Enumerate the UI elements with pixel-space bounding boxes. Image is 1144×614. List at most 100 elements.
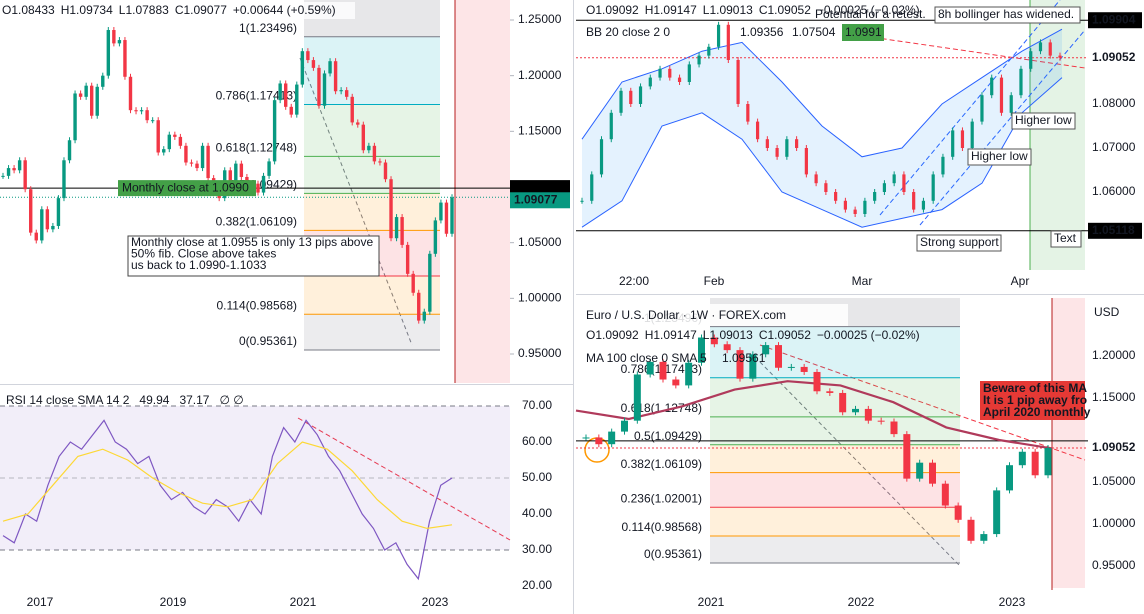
price-tag	[510, 180, 570, 197]
x-tick-label: Feb	[704, 274, 725, 288]
currency-label: USD	[1094, 305, 1120, 319]
candle	[339, 90, 343, 92]
candle	[6, 168, 11, 176]
channel-line	[919, 29, 1086, 226]
candle	[112, 30, 116, 44]
price-tag-label: 1.09077	[514, 192, 558, 206]
ohlc-value: L1.07883	[119, 3, 169, 17]
candle	[687, 64, 691, 82]
candle	[195, 163, 199, 169]
candle	[95, 86, 99, 116]
fib-zone	[304, 104, 440, 157]
y-tick-label: 1.25000	[518, 12, 562, 26]
indicator-value: 1.0991	[845, 25, 882, 39]
candle	[173, 134, 177, 137]
y-tick-label: 0.95000	[518, 346, 562, 360]
candle	[804, 148, 808, 175]
candle	[951, 130, 955, 157]
candle	[824, 183, 828, 192]
fib-zone	[710, 416, 960, 445]
y-tick-label: 0.95000	[1092, 558, 1136, 572]
indicator-value: 1.09356	[740, 25, 784, 39]
candle	[646, 361, 654, 375]
candle	[101, 75, 105, 87]
annotation: April 2020 monthly	[983, 405, 1091, 419]
annotation: Monthly close at 1.0990	[122, 180, 249, 194]
candle	[762, 345, 770, 355]
candle	[582, 437, 590, 439]
candle	[1031, 451, 1039, 476]
price-tag	[1087, 49, 1143, 67]
candle	[736, 60, 740, 104]
fib-label: 0.114(0.98568)	[216, 298, 297, 312]
candle	[902, 174, 906, 192]
header-bg	[0, 2, 355, 19]
candle	[200, 145, 205, 169]
candle	[1058, 55, 1062, 58]
candle	[378, 161, 382, 163]
candle	[590, 174, 594, 201]
annotation: It is 1 pip away fro	[983, 393, 1087, 407]
candle	[629, 90, 633, 104]
candle	[234, 163, 238, 185]
price-tag	[1088, 12, 1142, 29]
note-box	[1050, 230, 1082, 248]
fib-label: 0(0.95361)	[644, 547, 702, 561]
candle	[668, 68, 672, 78]
candle	[256, 183, 260, 193]
candle	[29, 189, 33, 233]
x-tick-label: 2023	[422, 595, 449, 609]
candle	[749, 354, 757, 379]
ohlc-value: L1.09013	[703, 3, 753, 17]
note-box	[967, 148, 1032, 166]
y-tick-label: 1.15000	[1092, 390, 1136, 404]
indicator-value: 1.07504	[792, 25, 836, 39]
fib-label: 0.236(1.02001)	[621, 491, 702, 505]
y-tick-label: 70.00	[522, 398, 552, 412]
candle	[746, 104, 750, 122]
candle	[787, 366, 795, 368]
fib-zone	[304, 156, 440, 194]
candle	[775, 345, 782, 368]
note-box	[916, 234, 1002, 252]
candle	[17, 160, 22, 171]
fib-label: 0.382(1.06109)	[216, 214, 297, 228]
bb-lower	[581, 77, 1063, 228]
candle	[580, 200, 584, 202]
x-tick-label: 22:00	[619, 274, 649, 288]
fib-label: 0.382(1.06109)	[621, 457, 702, 471]
candle	[990, 77, 994, 96]
candle	[272, 100, 277, 162]
candle	[912, 192, 916, 210]
candle	[736, 350, 744, 379]
indicator-tag	[842, 24, 884, 41]
candle	[150, 120, 155, 122]
candle	[698, 337, 705, 363]
candle	[863, 200, 867, 214]
fib-label: 0.5(1.09429)	[634, 429, 702, 443]
ohlc-value: −0.00025 (−0.02%)	[817, 328, 920, 342]
y-tick-label: 1.00000	[518, 291, 562, 305]
candle	[89, 85, 94, 116]
candle	[389, 179, 393, 239]
ohlc-value: −0.00025 (−0.02%)	[817, 3, 920, 17]
y-tick-label: 1.20000	[1092, 348, 1136, 362]
ohlc-value: C1.09077	[175, 3, 227, 17]
candle	[333, 61, 338, 92]
candle	[383, 162, 388, 180]
indicator-label: ∅ ∅	[219, 393, 243, 407]
candle	[795, 139, 799, 148]
candle	[300, 51, 305, 85]
candle	[394, 217, 399, 239]
candle	[916, 462, 924, 479]
highlight-zone	[455, 0, 510, 383]
indicator-label: MA 100 close 0 SMA 5	[586, 351, 707, 365]
price-tag	[1088, 439, 1142, 456]
ohlc-value: L1.09013	[703, 328, 753, 342]
price-tag	[1088, 222, 1142, 239]
candle	[999, 77, 1004, 113]
x-tick-label: 2017	[27, 595, 54, 609]
note-box	[127, 235, 380, 277]
candle	[317, 67, 321, 106]
candle	[648, 77, 652, 87]
